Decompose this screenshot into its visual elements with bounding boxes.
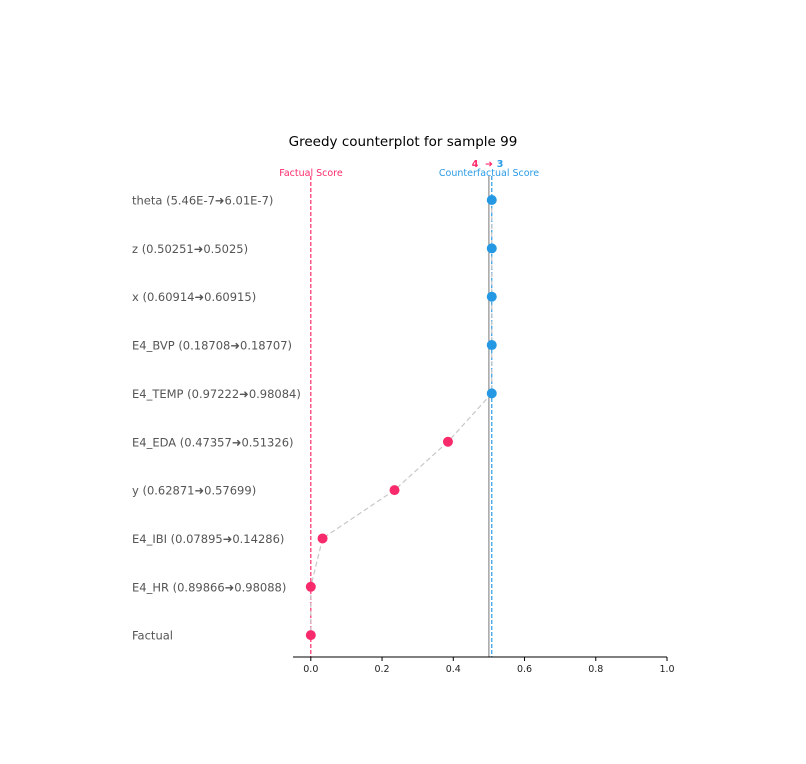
row-label: E4_EDA (0.47357➜0.51326) xyxy=(132,435,294,449)
x-tick-label: 0.8 xyxy=(588,664,603,675)
path-lines xyxy=(310,200,493,636)
x-tick-label: 0.0 xyxy=(303,664,318,675)
row-label: E4_HR (0.89866➜0.98088) xyxy=(132,580,286,594)
row-labels: theta (5.46E-7➜6.01E-7) z (0.50251➜0.5025… xyxy=(132,194,301,643)
class-to-label: 3 xyxy=(497,159,504,170)
row-label: Factual xyxy=(132,629,173,643)
data-points xyxy=(305,195,497,641)
row-label: theta (5.46E-7➜6.01E-7) xyxy=(132,194,273,208)
x-tick-label: 0.6 xyxy=(517,664,532,675)
data-point xyxy=(305,630,316,641)
data-point xyxy=(486,195,497,205)
path-segment xyxy=(447,392,493,443)
path-segment xyxy=(322,489,395,539)
class-change-annotation: 4 ➜ 3 xyxy=(472,159,504,170)
data-point xyxy=(486,243,497,254)
x-tick-label: 1.0 xyxy=(659,664,674,675)
data-point xyxy=(442,436,453,447)
row-label: E4_TEMP (0.97222➜0.98084) xyxy=(132,387,301,401)
class-from-label: 4 xyxy=(472,159,479,170)
chart-title: Greedy counterplot for sample 99 xyxy=(289,134,518,150)
path-segment xyxy=(394,441,449,491)
reference-lines xyxy=(310,176,493,657)
data-point xyxy=(317,533,328,544)
row-label: x (0.60914➜0.60915) xyxy=(132,290,256,304)
data-point xyxy=(305,581,316,592)
path-segment xyxy=(310,538,324,587)
x-axis: 0.0 0.2 0.4 0.6 0.8 1.0 xyxy=(293,656,675,675)
row-label: z (0.50251➜0.5025) xyxy=(132,242,248,256)
x-tick-label: 0.2 xyxy=(374,664,389,675)
factual-score-label: Factual Score xyxy=(279,168,343,179)
data-point xyxy=(486,291,497,302)
data-point xyxy=(486,388,497,399)
data-point xyxy=(389,485,400,496)
row-label: E4_IBI (0.07895➜0.14286) xyxy=(132,532,284,546)
row-label: y (0.62871➜0.57699) xyxy=(132,484,256,498)
row-label: E4_BVP (0.18708➜0.18707) xyxy=(132,339,292,353)
x-tick-label: 0.4 xyxy=(446,664,461,675)
data-point xyxy=(486,340,497,351)
counterfactual-score-label: Counterfactual Score xyxy=(439,168,539,179)
class-arrow-label: ➜ xyxy=(485,159,493,170)
